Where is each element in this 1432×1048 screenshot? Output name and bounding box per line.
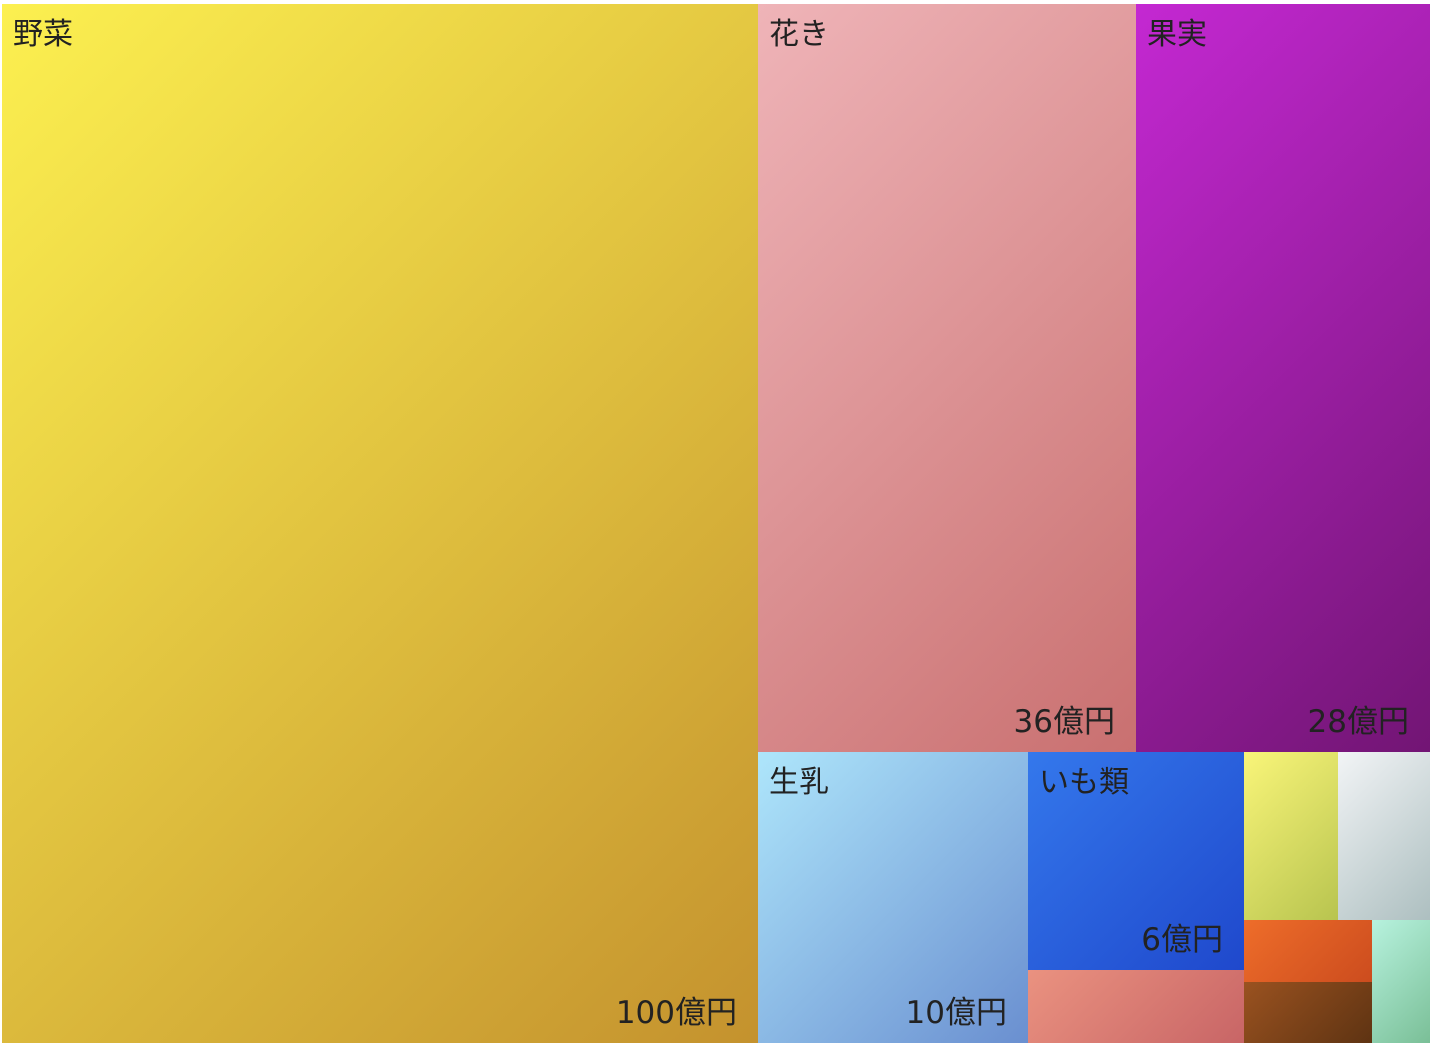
treemap-tile-potatoes: いも類 6億円 bbox=[1028, 752, 1244, 970]
treemap-tile-value: 100億円 bbox=[615, 995, 737, 1031]
treemap-tile-value: 36億円 bbox=[1013, 704, 1115, 740]
treemap-tile-flowers: 花き 36億円 bbox=[758, 4, 1136, 752]
treemap-tile-label: 野菜 bbox=[13, 17, 73, 52]
treemap-tile-value: 10億円 bbox=[905, 995, 1007, 1031]
treemap-tile-unlabeled-2 bbox=[1338, 752, 1430, 920]
treemap-tile-vegetables: 野菜 100億円 bbox=[2, 4, 758, 1043]
treemap-tile-value: 28億円 bbox=[1307, 704, 1409, 740]
treemap-tile-unlabeled-5 bbox=[1244, 982, 1372, 1043]
treemap-tile-label: いも類 bbox=[1039, 765, 1129, 800]
treemap-tile-unlabeled-4 bbox=[1244, 920, 1372, 982]
treemap-tile-fruits: 果実 28億円 bbox=[1136, 4, 1430, 752]
treemap-tile-unlabeled-1 bbox=[1244, 752, 1338, 920]
treemap-tile-raw-milk: 生乳 10億円 bbox=[758, 752, 1028, 1043]
treemap-tile-label: 生乳 bbox=[769, 765, 829, 800]
treemap-tile-value: 6億円 bbox=[1141, 922, 1223, 958]
treemap-tile-label: 果実 bbox=[1147, 17, 1207, 52]
treemap-tile-unlabeled-3 bbox=[1028, 970, 1244, 1043]
treemap-tile-label: 花き bbox=[769, 17, 829, 52]
treemap-tile-unlabeled-6 bbox=[1372, 920, 1430, 1043]
